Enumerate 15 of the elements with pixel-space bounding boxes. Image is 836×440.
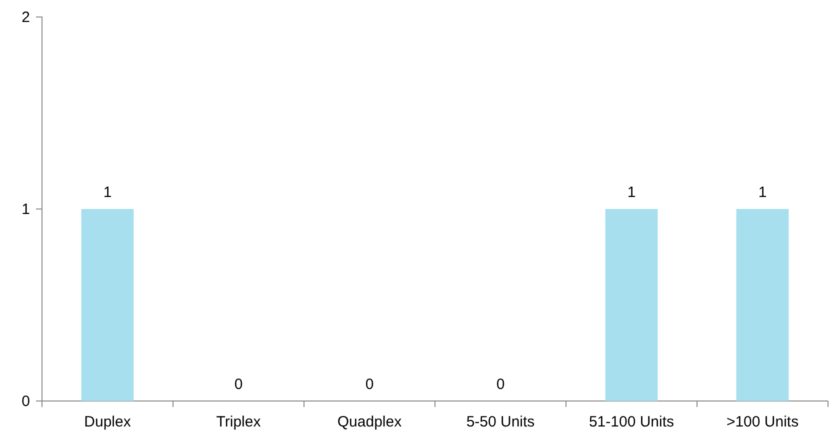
data-label: 1 [758, 184, 767, 201]
y-tick-label: 1 [22, 200, 30, 218]
data-label: 1 [103, 184, 112, 201]
y-tick-label: 2 [22, 8, 30, 26]
x-tick-label: Duplex [84, 414, 132, 430]
x-tick-label: Triplex [216, 414, 262, 430]
x-tick-label: Quadplex [337, 414, 402, 430]
data-label: 1 [627, 184, 636, 201]
x-tick-label: 51-100 Units [588, 414, 674, 430]
y-tick-label: 0 [22, 392, 30, 410]
data-label: 0 [496, 376, 505, 393]
data-label: 0 [365, 376, 374, 393]
data-label: 0 [234, 376, 243, 393]
x-tick-label: >100 Units [726, 414, 799, 430]
x-tick-label: 5-50 Units [466, 414, 535, 430]
